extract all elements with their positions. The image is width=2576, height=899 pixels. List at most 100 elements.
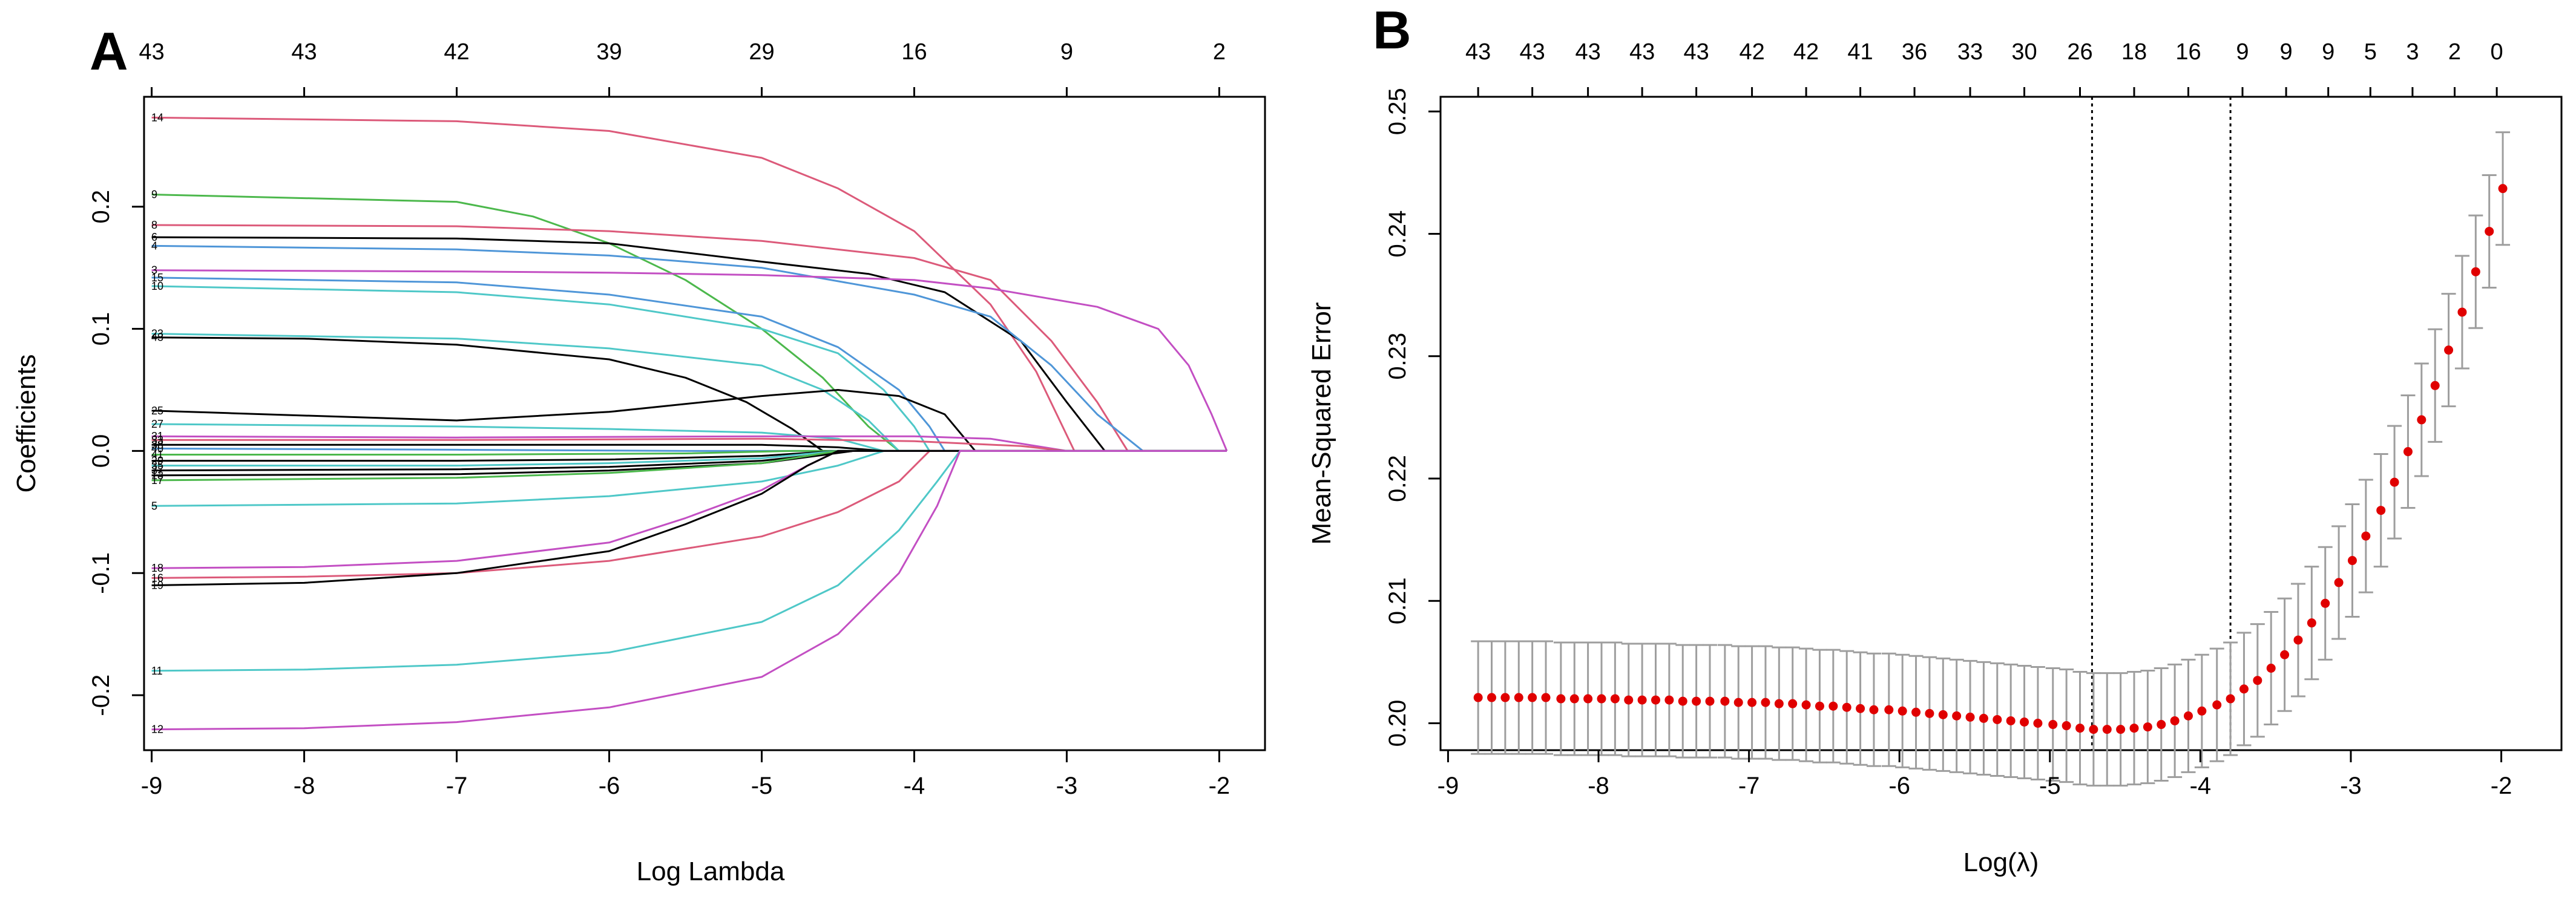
coefficient-path-label-18: 18 xyxy=(151,562,163,574)
panel-a-y-tick-label: -0.1 xyxy=(88,552,114,594)
mse-point xyxy=(2293,635,2303,645)
coefficient-path-43 xyxy=(151,336,1227,452)
mse-point xyxy=(1692,696,1701,706)
coefficient-path-label-8: 8 xyxy=(151,219,157,231)
panel-b-y-tick-label: 0.20 xyxy=(1384,700,1411,747)
mse-point xyxy=(1528,693,1537,702)
coefficient-path-label-12: 12 xyxy=(151,724,163,736)
mse-point xyxy=(2102,725,2112,734)
mse-point xyxy=(1801,700,1811,710)
panel-b-x-tick-label: -7 xyxy=(1738,773,1760,799)
coefficient-path-label-40: 40 xyxy=(151,442,163,454)
panel-b-y-tick-label: 0.22 xyxy=(1384,455,1411,502)
mse-point xyxy=(2075,724,2085,733)
mse-point xyxy=(1500,693,1510,702)
mse-point xyxy=(1583,694,1593,704)
panel-a-coefficient-paths xyxy=(151,116,1228,731)
coefficient-path-label-31: 31 xyxy=(151,430,163,442)
coefficient-path-label-10: 10 xyxy=(151,280,163,292)
mse-point xyxy=(2417,415,2426,425)
panel-a-top-count-label: 2 xyxy=(1213,39,1226,65)
panel-a-x-tick-label: -8 xyxy=(294,773,315,799)
panel-a-x-tick-label: -5 xyxy=(751,773,773,799)
mse-point xyxy=(2280,650,2290,659)
mse-point xyxy=(1664,695,1674,705)
mse-point xyxy=(2498,184,2508,194)
panel-b-x-tick-label: -2 xyxy=(2491,773,2512,799)
panel-b-mse-points xyxy=(1473,184,2508,734)
panel-a-axes: -9 -8 -7 -6 -5 -4 -3 -2-0.2-0.10.00.10.243 43 42 3… xyxy=(88,39,1230,799)
panel-b-top-count-label: 3 xyxy=(2406,39,2419,65)
mse-point xyxy=(2212,700,2222,710)
mse-point xyxy=(2239,684,2249,694)
panel-b-top-count-label: 2 xyxy=(2448,39,2461,65)
mse-point xyxy=(1925,708,1934,718)
coefficient-path-label-6: 6 xyxy=(151,231,157,243)
panel-a-x-tick-label: -9 xyxy=(141,773,163,799)
mse-point xyxy=(2226,694,2235,704)
mse-point xyxy=(2444,345,2454,355)
panel-b-y-axis-label: Mean-Squared Error xyxy=(1307,302,1336,544)
panel-b-top-count-label: 9 xyxy=(2322,39,2334,65)
coefficient-path-label-9: 9 xyxy=(151,188,157,200)
mse-point xyxy=(1624,695,1634,705)
coefficient-path-16 xyxy=(151,450,1227,579)
mse-point xyxy=(1898,706,1907,716)
panel-b-x-tick-label: -9 xyxy=(1438,773,1459,799)
mse-point xyxy=(2197,706,2207,716)
panel-b-x-tick-label: -8 xyxy=(1588,773,1609,799)
mse-point xyxy=(1774,699,1784,708)
mse-point xyxy=(1993,714,2002,724)
panel-a-y-tick-label: 0.2 xyxy=(88,190,114,224)
mse-point xyxy=(2376,506,2386,515)
panel-a-top-count-label: 43 xyxy=(291,39,317,65)
panel-b-y-tick-label: 0.21 xyxy=(1384,577,1411,624)
mse-point xyxy=(2033,719,2043,728)
mse-point xyxy=(1556,694,1566,704)
coefficient-path-label-3: 3 xyxy=(151,264,157,276)
mse-point xyxy=(2157,720,2166,730)
mse-point xyxy=(2390,477,2399,487)
mse-point xyxy=(1651,695,1660,705)
coefficient-path-10 xyxy=(151,285,1227,452)
mse-point xyxy=(2334,578,2344,587)
panel-a-x-tick-label: -2 xyxy=(1209,773,1230,799)
mse-point xyxy=(2457,307,2467,317)
coefficient-path-label-14: 14 xyxy=(151,111,163,123)
coefficient-path-label-16: 16 xyxy=(151,572,163,584)
mse-point xyxy=(1856,704,1865,713)
mse-point xyxy=(1842,702,1852,712)
panel-b-letter: B xyxy=(1373,0,1411,60)
panel-a-x-tick-label: -7 xyxy=(446,773,468,799)
mse-point xyxy=(2183,711,2193,721)
mse-point xyxy=(2089,725,2098,734)
panel-b-x-tick-label: -3 xyxy=(2340,773,2362,799)
panel-b-top-count-label: 42 xyxy=(1793,39,1819,65)
mse-point xyxy=(1487,693,1497,702)
mse-point xyxy=(1541,693,1551,702)
coefficient-path-label-35: 35 xyxy=(151,460,163,472)
mse-point xyxy=(2048,720,2058,730)
panel-b-top-count-label: 9 xyxy=(2280,39,2293,65)
mse-point xyxy=(2062,721,2071,731)
coefficient-path-12 xyxy=(151,450,1227,731)
panel-b-top-count-label: 9 xyxy=(2236,39,2249,65)
coefficient-path-label-33: 33 xyxy=(151,434,163,446)
coefficient-path-label-13: 13 xyxy=(151,469,163,482)
panel-b-x-tick-label: -5 xyxy=(2039,773,2061,799)
panel-a-top-count-label: 9 xyxy=(1060,39,1073,65)
panel-b-plot-frame xyxy=(1439,96,2563,751)
panel-b: B -9 -8 -7 -6 -5 -4 -3 -2 0.20 0.21 0.22 0.23 0.24 0.… xyxy=(1307,0,2563,877)
panel-b-lambda-reference-lines xyxy=(2091,97,2232,750)
panel-b-top-count-label: 43 xyxy=(1683,39,1709,65)
panel-b-top-count-label: 26 xyxy=(2067,39,2092,65)
panel-a-y-tick-label: -0.2 xyxy=(88,675,114,716)
panel-b-x-tick-label: -4 xyxy=(2190,773,2212,799)
panel-b-top-count-label: 43 xyxy=(1465,39,1491,65)
mse-point xyxy=(1761,698,1770,707)
coefficient-path-14 xyxy=(151,116,1227,452)
coefficient-path-label-5: 5 xyxy=(151,500,157,512)
panel-a-x-tick-label: -3 xyxy=(1056,773,1078,799)
coefficient-path-3 xyxy=(151,269,1228,451)
